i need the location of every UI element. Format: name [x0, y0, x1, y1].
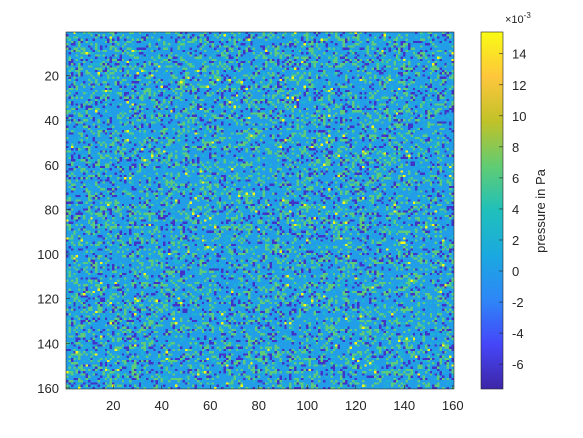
x-tick: 80	[252, 385, 266, 413]
colorbar-tick-label: -6	[512, 357, 524, 372]
x-tick-label: 40	[155, 398, 169, 413]
colorbar-tick: -4	[499, 326, 524, 341]
colorbar-ticks: 14 12 10 8 6 4 2 0 -2 -4 -6	[499, 47, 526, 372]
colorbar-tick-label: 0	[512, 264, 519, 279]
colorbar-tick: 2	[499, 233, 519, 248]
y-tick-label: 40	[45, 113, 59, 128]
colorbar-label: pressure in Pa	[533, 168, 548, 253]
x-tick: 40	[155, 385, 169, 413]
colorbar-tick-label: 10	[512, 109, 526, 124]
colorbar-gradient	[481, 32, 503, 389]
x-tick-label: 140	[393, 398, 415, 413]
colorbar-tick: 10	[499, 109, 526, 124]
colorbar-tick: -6	[499, 357, 524, 372]
colorbar-tick-label: 14	[512, 47, 526, 62]
colorbar-tick: 6	[499, 171, 519, 186]
y-tick-label: 140	[37, 336, 59, 351]
colorbar-frame	[480, 31, 504, 390]
y-tick: 60	[45, 158, 70, 173]
heatmap-frame	[65, 31, 455, 390]
x-tick: 100	[296, 385, 318, 413]
x-tick: 20	[106, 385, 121, 413]
colorbar-tick-label: 4	[512, 202, 519, 217]
y-tick-label: 60	[45, 158, 59, 173]
colorbar-tick: 0	[499, 264, 519, 279]
colorbar-exponent: ×10-3	[505, 11, 531, 26]
x-tick: 160	[442, 385, 464, 413]
colorbar-tick-label: 2	[512, 233, 519, 248]
colorbar-tick-label: 6	[512, 171, 519, 186]
x-tick-label: 20	[106, 398, 120, 413]
heatmap-image	[66, 32, 454, 389]
x-tick-label: 160	[442, 398, 464, 413]
x-tick-label: 60	[203, 398, 217, 413]
colorbar-tick-label: 8	[512, 140, 519, 155]
x-tick: 120	[345, 385, 367, 413]
colorbar-tick-label: -2	[512, 295, 524, 310]
y-tick: 140	[37, 336, 70, 351]
colorbar-tick-label: 12	[512, 78, 526, 93]
y-tick: 160	[37, 381, 70, 396]
y-tick-label: 120	[37, 292, 59, 307]
y-tick: 40	[45, 113, 70, 128]
y-tick: 100	[37, 247, 70, 262]
y-tick: 120	[37, 292, 70, 307]
colorbar-tick-label: -4	[512, 326, 524, 341]
y-tick: 80	[45, 202, 70, 217]
y-tick-label: 20	[45, 69, 59, 84]
x-tick-label: 100	[296, 398, 318, 413]
colorbar-tick: 8	[499, 140, 519, 155]
y-axis-ticks: 20 40 60 80 100 120 140 160	[37, 69, 70, 396]
y-tick-label: 160	[37, 381, 59, 396]
colorbar-tick: 14	[499, 47, 526, 62]
colorbar-tick: 12	[499, 78, 526, 93]
x-axis-ticks: 20 40 60 80 100 120 140 160	[106, 385, 464, 413]
x-tick-label: 80	[252, 398, 266, 413]
colorbar-tick: -2	[499, 295, 524, 310]
y-tick: 20	[45, 69, 70, 84]
y-tick-label: 80	[45, 202, 59, 217]
x-tick: 140	[393, 385, 415, 413]
x-tick-label: 120	[345, 398, 367, 413]
y-tick-label: 100	[37, 247, 59, 262]
colorbar-tick: 4	[499, 202, 519, 217]
x-tick: 60	[203, 385, 218, 413]
